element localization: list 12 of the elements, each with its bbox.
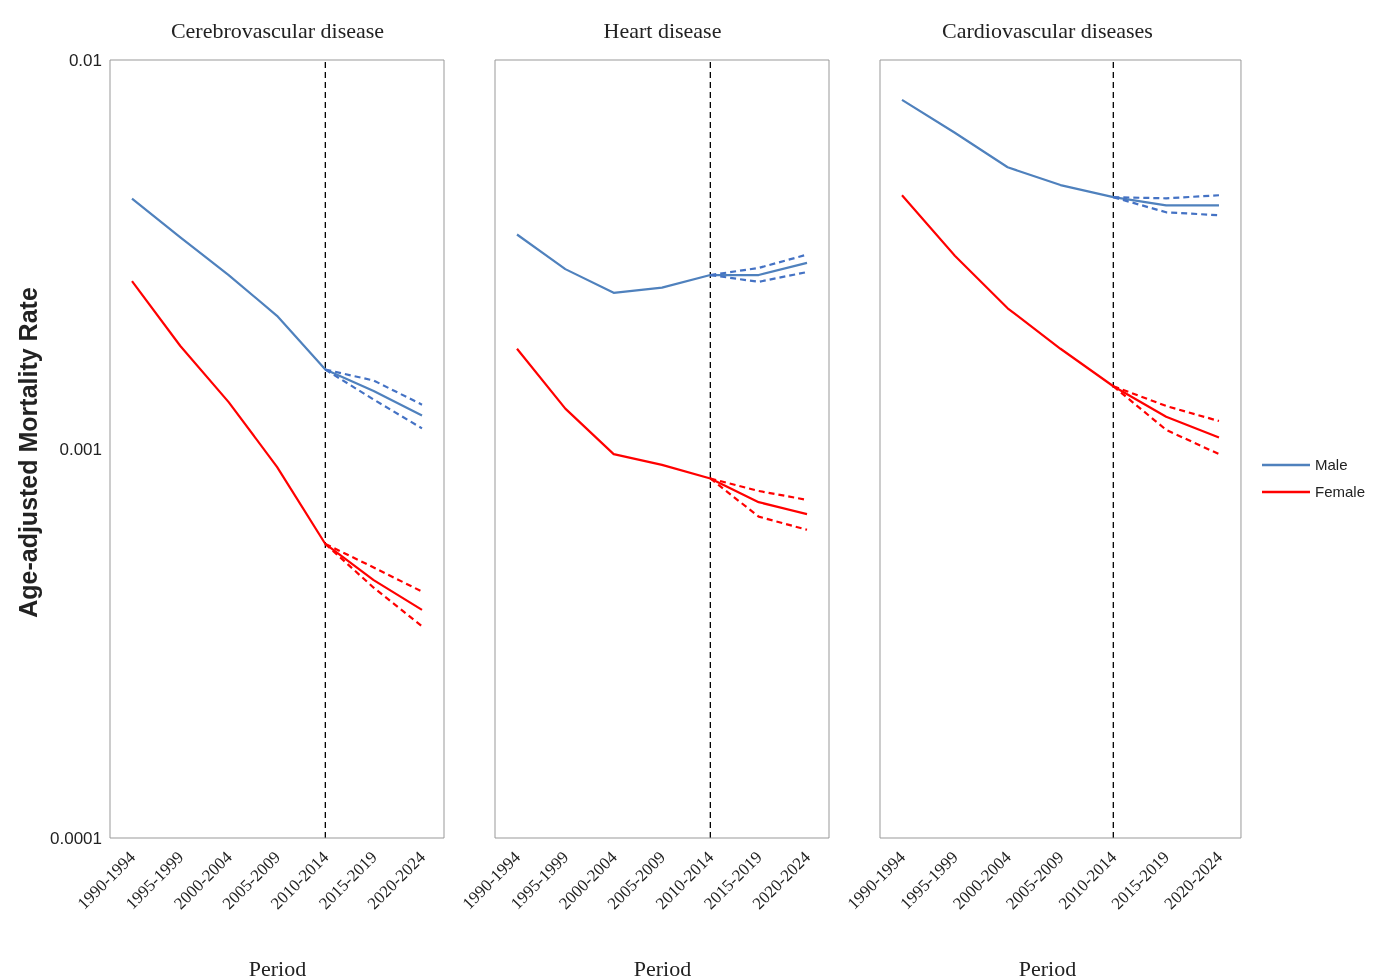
y-tick-label: 0.0001: [50, 829, 102, 849]
legend-label: Male: [1314, 456, 1348, 473]
chart-title: Cardiovascular diseases: [941, 18, 1154, 44]
y-tick-label: 0.01: [68, 51, 102, 71]
x-axis-title: Period: [247, 956, 308, 979]
x-axis-title: Period: [1017, 956, 1078, 979]
chart-title: Cerebrovascular disease: [169, 18, 386, 44]
y-axis-title: Age-adjusted Mortality Rate: [13, 287, 43, 618]
legend-label: Female: [1314, 483, 1365, 500]
y-tick-label: 0.001: [59, 440, 102, 460]
x-axis-title: Period: [632, 956, 693, 979]
chart-title: Heart disease: [602, 18, 723, 44]
